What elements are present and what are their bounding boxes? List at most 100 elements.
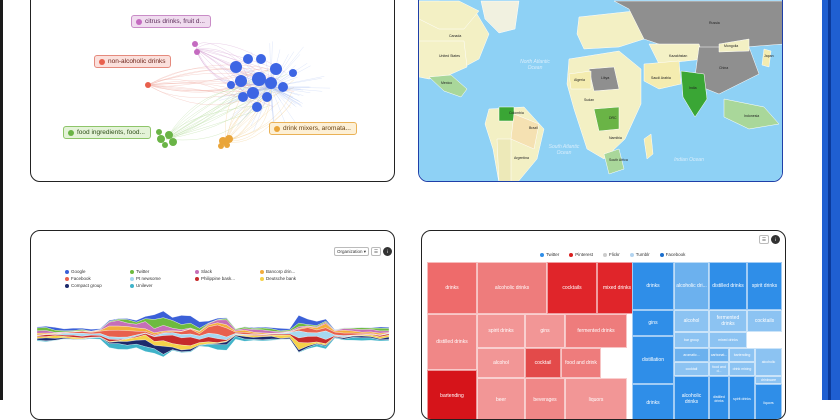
- network-node[interactable]: [227, 81, 235, 89]
- legend-item[interactable]: Pinterest: [569, 251, 593, 258]
- country-label: Mexico: [441, 81, 452, 85]
- treemap-cell[interactable]: mixed drinks: [709, 332, 747, 348]
- network-node[interactable]: [252, 102, 262, 112]
- network-node[interactable]: [162, 142, 168, 148]
- treemap-cell[interactable]: bar group: [674, 332, 709, 348]
- country-label: Indonesia: [744, 114, 759, 118]
- treemap-cell[interactable]: alcoholic: [755, 348, 782, 376]
- legend-item[interactable]: Twitter: [540, 251, 559, 258]
- treemap-cell[interactable]: distilled drinks: [427, 314, 477, 370]
- network-node[interactable]: [225, 135, 233, 143]
- treemap-cell[interactable]: fermented drinks: [709, 310, 747, 332]
- treemap-cell[interactable]: fermented drinks: [565, 314, 627, 348]
- treemap-card[interactable]: ☰ i Twitter Pinterest Flickr Tumblr Facebook…: [421, 230, 786, 420]
- network-node[interactable]: [194, 49, 200, 55]
- network-node[interactable]: [224, 142, 230, 148]
- right-scrollbar-thumb[interactable]: [828, 0, 831, 400]
- treemap-cell[interactable]: bartending: [427, 370, 477, 420]
- network-node[interactable]: [252, 72, 266, 86]
- treemap-cell[interactable]: spirit drinks: [747, 262, 782, 310]
- network-node[interactable]: [145, 82, 151, 88]
- network-node[interactable]: [243, 54, 253, 64]
- treemap-cell[interactable]: carbonat...: [709, 348, 729, 362]
- country-label: Brazil: [529, 126, 538, 130]
- ocean-label: North Atlantic Ocean: [515, 59, 555, 71]
- network-node[interactable]: [157, 135, 165, 143]
- network-node[interactable]: [169, 138, 177, 146]
- treemap-cell[interactable]: beer: [477, 378, 525, 420]
- cluster-tag-non-alcoholic[interactable]: non-alcoholic drinks: [94, 55, 171, 68]
- treemap-cell[interactable]: drinks: [632, 262, 674, 310]
- cluster-dot-icon: [99, 59, 105, 65]
- network-node[interactable]: [247, 87, 259, 99]
- treemap-cell[interactable]: gins: [632, 310, 674, 336]
- treemap-cell[interactable]: aromatic...: [674, 348, 709, 362]
- network-node[interactable]: [156, 129, 162, 135]
- treemap-cell[interactable]: alcoholic dri...: [674, 262, 709, 310]
- network-node[interactable]: [278, 82, 288, 92]
- treemap-cell[interactable]: alcohol: [674, 310, 709, 332]
- treemap-cell[interactable]: spirit drinks: [729, 376, 755, 420]
- network-node[interactable]: [192, 41, 198, 47]
- treemap-toolbar: ☰ i: [759, 235, 780, 244]
- treemap-cell[interactable]: drink mixing: [729, 362, 755, 376]
- network-node[interactable]: [230, 61, 242, 73]
- treemap-cell[interactable]: spirit drinks: [477, 314, 525, 348]
- treemap-cell[interactable]: bartending: [729, 348, 755, 362]
- treemap-cell[interactable]: liquors: [755, 384, 782, 420]
- network-node[interactable]: [256, 54, 266, 64]
- network-node[interactable]: [218, 143, 224, 149]
- info-button[interactable]: i: [771, 235, 780, 244]
- treemap-cell[interactable]: alcoholic drinks: [674, 376, 709, 420]
- cluster-tag-drink-mixers[interactable]: drink mixers, aromata...: [269, 122, 357, 135]
- country-label: Namibia: [609, 136, 622, 140]
- network-node[interactable]: [270, 63, 282, 75]
- legend-item[interactable]: Facebook: [660, 251, 686, 258]
- country-argentina[interactable]: [497, 139, 511, 182]
- treemap-cell[interactable]: drinks: [632, 384, 674, 420]
- treemap-cell[interactable]: cocktails: [547, 262, 597, 314]
- treemap-cell[interactable]: beverages: [525, 378, 565, 420]
- treemap-cell[interactable]: distilled drinks: [709, 376, 729, 420]
- treemap-cell[interactable]: gins: [525, 314, 565, 348]
- treemap-cell[interactable]: liquors: [565, 378, 627, 420]
- treemap-cell[interactable]: distillation: [632, 336, 674, 384]
- network-node[interactable]: [289, 69, 297, 77]
- treemap-cell[interactable]: drinkware: [755, 376, 782, 384]
- cluster-tag-food-ingredients[interactable]: food ingredients, food...: [63, 126, 151, 139]
- cluster-tag-label: food ingredients, food...: [77, 129, 145, 136]
- treemap-cell[interactable]: drinks: [427, 262, 477, 314]
- cluster-tag-label: non-alcoholic drinks: [108, 58, 165, 65]
- legend-item[interactable]: Tumblr: [630, 251, 650, 258]
- country-label: Algeria: [574, 78, 585, 82]
- treemap-cell[interactable]: cocktails: [747, 310, 782, 332]
- treemap-cell[interactable]: alcoholic drinks: [477, 262, 547, 314]
- treemap-cell[interactable]: cocktail: [525, 348, 561, 378]
- right-scrollbar-track[interactable]: [822, 0, 840, 400]
- country-label: India: [689, 86, 697, 90]
- treemap-cell[interactable]: distilled drinks: [709, 262, 747, 310]
- treemap-cell[interactable]: food and drink: [561, 348, 601, 378]
- network-node[interactable]: [238, 92, 248, 102]
- network-node[interactable]: [165, 131, 173, 139]
- network-graph-card[interactable]: citrus drinks, fruit d... non-alcoholic …: [30, 0, 395, 182]
- country-label: Mongolia: [724, 44, 738, 48]
- legend-label: Facebook: [666, 252, 686, 257]
- legend-item[interactable]: Flickr: [603, 251, 620, 258]
- network-node[interactable]: [262, 92, 272, 102]
- country-label: Japan: [764, 54, 774, 58]
- treemap-cell[interactable]: cocktail: [674, 362, 709, 376]
- treemap-cell[interactable]: mixed drinks: [597, 262, 637, 314]
- network-node[interactable]: [235, 75, 247, 87]
- treemap-cell[interactable]: alcohol: [477, 348, 525, 378]
- treemap-cell[interactable]: food and d...: [709, 362, 729, 376]
- streamgraph-chart[interactable]: [31, 231, 395, 420]
- network-node[interactable]: [265, 77, 277, 89]
- network-graph[interactable]: [31, 0, 395, 182]
- list-view-button[interactable]: ☰: [759, 235, 769, 244]
- cluster-tag-citrus[interactable]: citrus drinks, fruit d...: [131, 15, 211, 28]
